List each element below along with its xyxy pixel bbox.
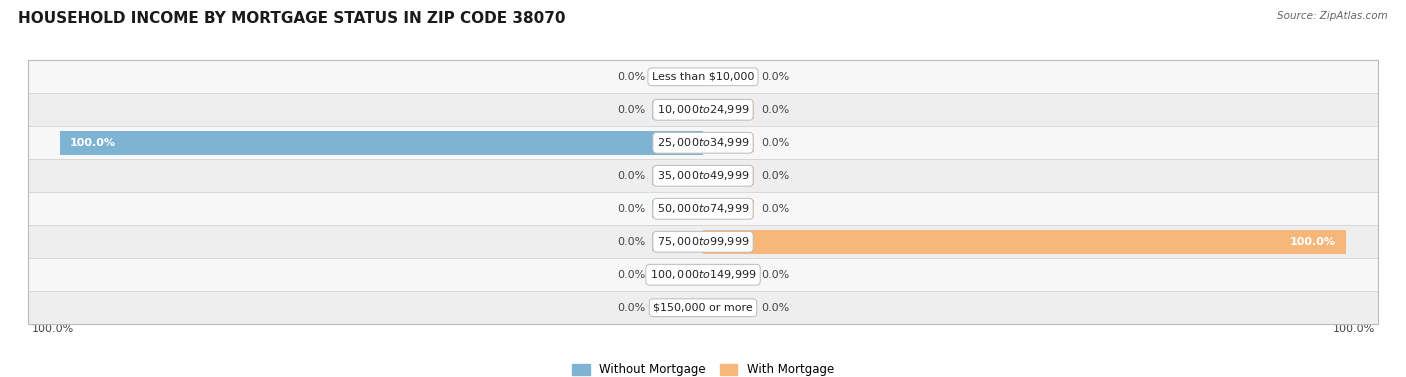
Bar <box>28 291 1378 324</box>
Bar <box>703 299 755 317</box>
Text: 0.0%: 0.0% <box>761 204 789 214</box>
Text: 0.0%: 0.0% <box>617 303 645 313</box>
Text: $10,000 to $24,999: $10,000 to $24,999 <box>657 103 749 116</box>
Text: 100.0%: 100.0% <box>70 138 115 148</box>
Bar <box>703 134 755 152</box>
Bar <box>60 131 703 155</box>
Bar <box>703 167 755 185</box>
Bar <box>651 266 703 284</box>
Bar <box>28 159 1378 192</box>
Text: $50,000 to $74,999: $50,000 to $74,999 <box>657 202 749 215</box>
Text: 0.0%: 0.0% <box>617 237 645 247</box>
Text: 0.0%: 0.0% <box>761 171 789 181</box>
Legend: Without Mortgage, With Mortgage: Without Mortgage, With Mortgage <box>572 363 834 376</box>
Text: 0.0%: 0.0% <box>761 270 789 280</box>
Bar <box>703 101 755 119</box>
Bar <box>703 230 1346 254</box>
Text: 0.0%: 0.0% <box>761 303 789 313</box>
Bar <box>28 258 1378 291</box>
Text: $25,000 to $34,999: $25,000 to $34,999 <box>657 136 749 149</box>
Bar <box>28 225 1378 258</box>
Text: 0.0%: 0.0% <box>617 204 645 214</box>
Bar <box>28 60 1378 324</box>
Bar <box>28 126 1378 159</box>
Bar <box>703 68 755 86</box>
Bar <box>651 101 703 119</box>
Text: 0.0%: 0.0% <box>761 138 789 148</box>
Text: HOUSEHOLD INCOME BY MORTGAGE STATUS IN ZIP CODE 38070: HOUSEHOLD INCOME BY MORTGAGE STATUS IN Z… <box>18 11 565 26</box>
Bar <box>651 167 703 185</box>
Text: 0.0%: 0.0% <box>761 72 789 82</box>
Text: $35,000 to $49,999: $35,000 to $49,999 <box>657 169 749 182</box>
Bar <box>28 93 1378 126</box>
Text: 100.0%: 100.0% <box>1333 324 1375 334</box>
Bar <box>28 192 1378 225</box>
Bar <box>703 266 755 284</box>
Bar <box>651 299 703 317</box>
Text: 100.0%: 100.0% <box>31 324 73 334</box>
Text: Source: ZipAtlas.com: Source: ZipAtlas.com <box>1277 11 1388 21</box>
Text: Less than $10,000: Less than $10,000 <box>652 72 754 82</box>
Text: 0.0%: 0.0% <box>617 171 645 181</box>
Text: 100.0%: 100.0% <box>1291 237 1336 247</box>
Text: $150,000 or more: $150,000 or more <box>654 303 752 313</box>
Text: 0.0%: 0.0% <box>617 270 645 280</box>
Text: $75,000 to $99,999: $75,000 to $99,999 <box>657 235 749 248</box>
Bar <box>651 200 703 218</box>
Bar <box>28 60 1378 93</box>
Bar <box>651 68 703 86</box>
Text: 0.0%: 0.0% <box>761 105 789 115</box>
Bar <box>651 233 703 251</box>
Text: 0.0%: 0.0% <box>617 105 645 115</box>
Text: 0.0%: 0.0% <box>617 72 645 82</box>
Bar <box>703 200 755 218</box>
Text: $100,000 to $149,999: $100,000 to $149,999 <box>650 268 756 281</box>
